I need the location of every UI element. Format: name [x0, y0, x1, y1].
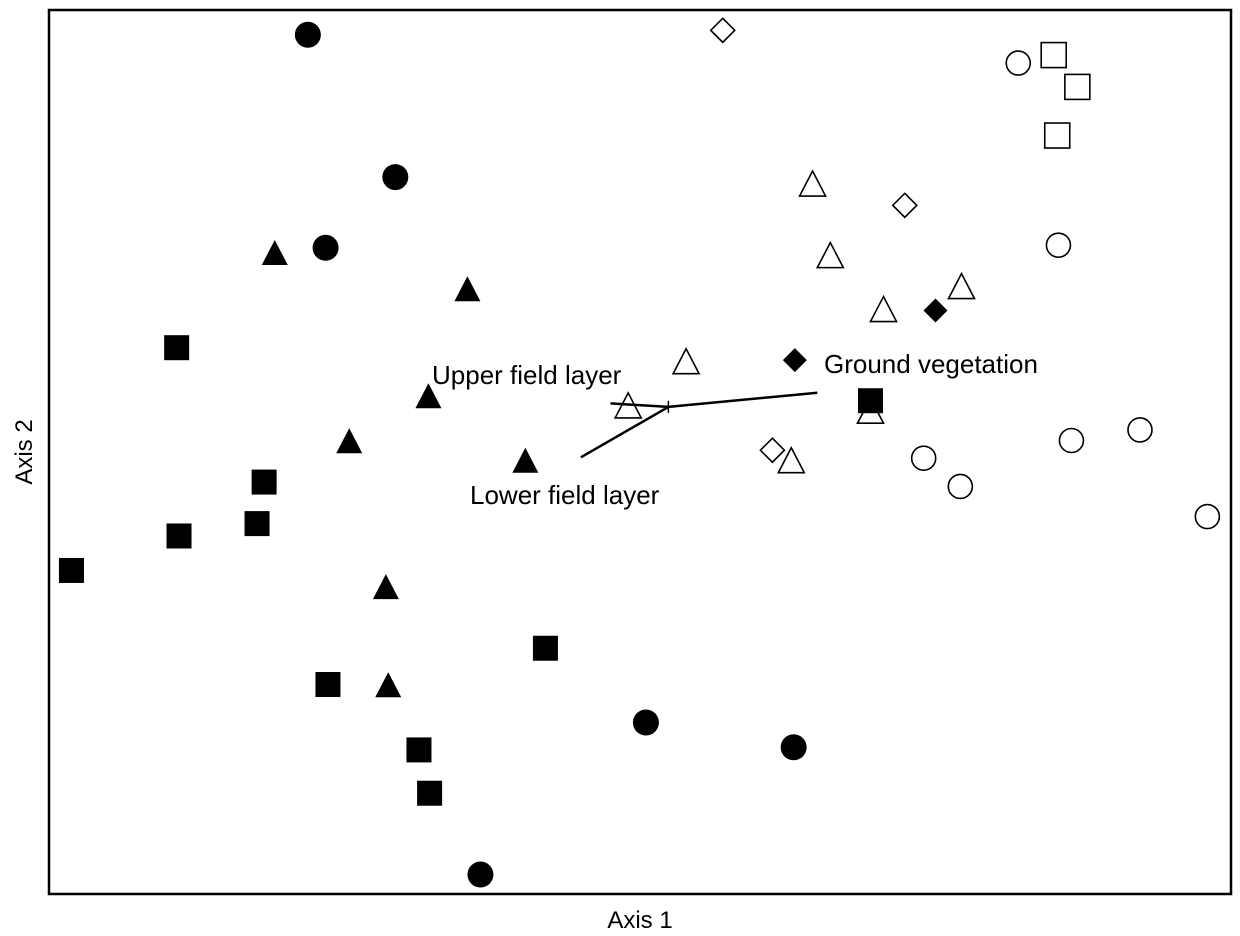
- data-points: [58, 17, 1221, 888]
- point-filled-circle-6: [467, 861, 494, 888]
- point-open-triangle-5: [671, 346, 701, 375]
- point-open-square-1: [1040, 41, 1067, 69]
- point-filled-square-10: [857, 388, 883, 414]
- point-open-circle-1: [1005, 50, 1032, 76]
- vector-line-3: [580, 405, 669, 459]
- point-filled-square-6: [532, 635, 558, 661]
- point-filled-square-5: [58, 557, 84, 583]
- point-filled-triangle-1: [261, 239, 288, 265]
- point-open-circle-4: [947, 473, 974, 500]
- point-filled-square-4: [244, 511, 270, 537]
- point-filled-diamond-1: [782, 348, 807, 373]
- point-open-circle-6: [1127, 417, 1153, 443]
- point-filled-triangle-5: [512, 447, 539, 473]
- vector-line-1: [668, 391, 818, 409]
- point-open-circle-3: [910, 445, 937, 471]
- point-filled-circle-4: [632, 709, 659, 736]
- point-filled-square-8: [406, 737, 432, 763]
- point-open-diamond-1: [709, 17, 736, 44]
- point-open-square-2: [1064, 73, 1091, 101]
- point-filled-circle-5: [780, 734, 807, 761]
- vector-label-ground-vegetation: Ground vegetation: [824, 349, 1038, 379]
- point-filled-circle-3: [312, 234, 339, 261]
- y-axis-title: Axis 2: [11, 419, 38, 484]
- environmental-vectors: [580, 391, 818, 459]
- point-open-triangle-1: [798, 169, 827, 197]
- point-filled-triangle-3: [415, 383, 442, 409]
- point-filled-triangle-2: [454, 276, 481, 302]
- point-filled-circle-2: [382, 164, 409, 191]
- point-open-circle-7: [1194, 503, 1221, 530]
- point-open-triangle-8: [776, 445, 806, 474]
- point-filled-square-2: [251, 469, 277, 495]
- point-filled-circle-1: [294, 21, 321, 48]
- vector-label-lower-field-layer: Lower field layer: [470, 480, 660, 510]
- point-open-circle-2: [1045, 232, 1072, 258]
- point-filled-square-9: [417, 780, 443, 806]
- point-filled-triangle-6: [372, 574, 399, 600]
- point-open-triangle-6: [613, 391, 643, 419]
- point-filled-triangle-4: [336, 428, 363, 454]
- point-open-square-3: [1043, 122, 1071, 149]
- point-open-triangle-2: [815, 240, 845, 269]
- vector-line-2: [610, 402, 669, 409]
- vector-origin-marker: [662, 400, 675, 413]
- point-filled-square-1: [164, 335, 190, 361]
- plot-frame: [47, 8, 1233, 896]
- point-filled-square-3: [166, 523, 192, 549]
- point-open-triangle-3: [869, 294, 898, 323]
- vector-label-upper-field-layer: Upper field layer: [432, 360, 622, 390]
- point-open-triangle-7: [856, 396, 885, 425]
- point-open-diamond-3: [759, 437, 786, 464]
- point-filled-square-7: [315, 671, 341, 697]
- point-filled-diamond-2: [923, 298, 948, 323]
- x-axis-title: Axis 1: [607, 907, 672, 934]
- point-open-diamond-2: [891, 192, 918, 219]
- point-open-circle-5: [1058, 427, 1085, 454]
- point-open-triangle-4: [947, 271, 976, 300]
- vector-labels: Ground vegetation Upper field layer Lowe…: [432, 349, 1038, 510]
- point-filled-triangle-7: [375, 672, 402, 698]
